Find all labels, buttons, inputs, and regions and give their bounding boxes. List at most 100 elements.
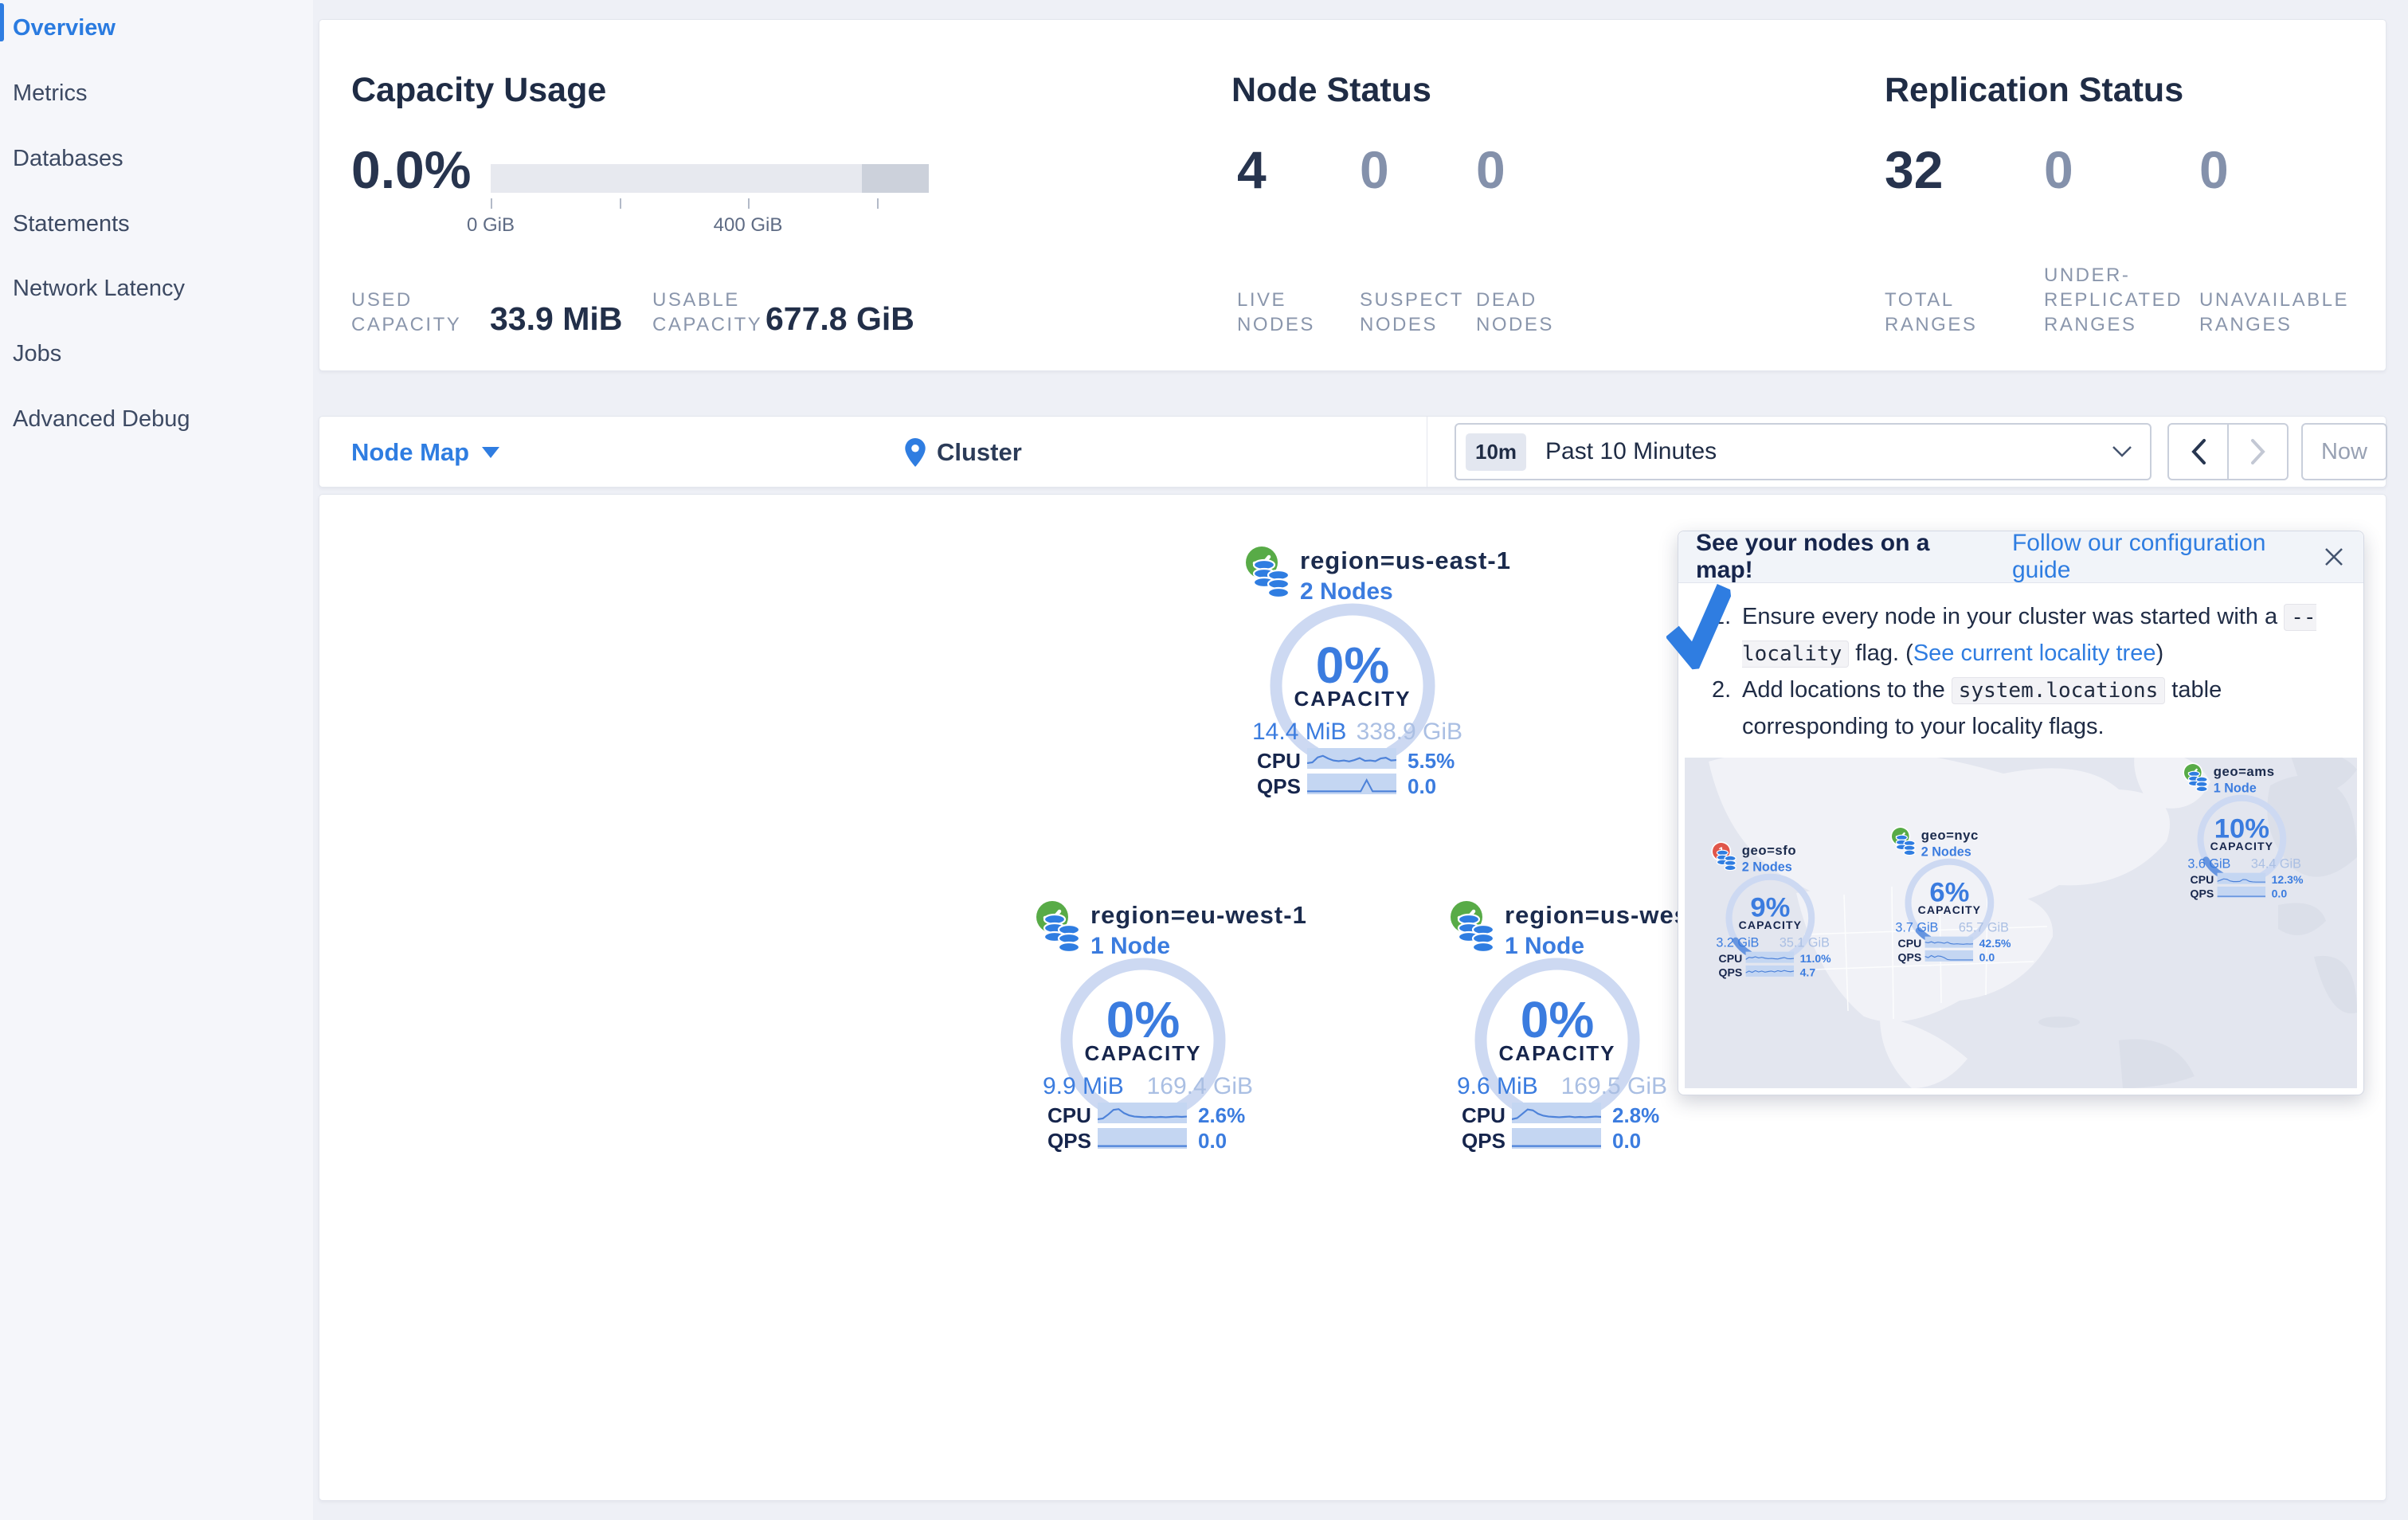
locality-nodes-link[interactable]: 2 Nodes [1921,844,1971,860]
breadcrumb-cluster-label: Cluster [937,438,1022,466]
under-replicated-ranges-value: 0 [2044,140,2073,199]
popup-step-1: 1. Ensure every node in your cluster was… [1712,599,2347,672]
region-card-us-east-1: region=us-east-1 2 Nodes 0% CAPACITY 14.… [1246,546,1510,798]
axis-tick [748,198,750,209]
capacity-label: CAPACITY [1917,903,1982,917]
capacity-used: 3.7 GiB [1895,920,1939,935]
chevron-down-icon [482,447,500,458]
total-ranges-label: TOTAL RANGES [1885,289,1978,335]
map-node-card-ams: geo=ams 1 Node 10% CAPACITY 3.6 GiB 34.4… [2184,764,2317,900]
nodes-db-icon [2187,770,2208,793]
capacity-label: CAPACITY [2210,840,2274,853]
cpu-sparkline [1512,1103,1601,1123]
step-text: ) [2155,641,2164,666]
region-card-eu-west-1: region=eu-west-1 1 Node 0% CAPACITY 9.9 … [1036,901,1306,1153]
step-text: table corresponding to your locality fla… [1742,677,2222,739]
qps-value: 0.0 [1198,1129,1227,1153]
under-replicated-ranges-label: UNDER-REPLICATED RANGES [2044,264,2183,335]
node-map-guide-popup: See your nodes on a map! Follow our conf… [1665,530,2364,1095]
popup-steps: 1. Ensure every node in your cluster was… [1678,583,2363,750]
capacity-percent: 0% [1315,637,1390,694]
dead-nodes-label: DEAD NODES [1476,289,1554,335]
qps-row: QPS 4.7 [1713,965,1846,979]
cpu-sparkline [2217,872,2266,884]
now-button[interactable]: Now [2301,423,2387,480]
cpu-value: 2.8% [1612,1103,1660,1127]
qps-value: 0.0 [1612,1129,1642,1153]
map-node-card-sfo: 1 geo=sfo 2 Nodes 9% CAPACITY 3.2 GiB 35… [1713,843,1846,979]
cpu-value: 5.5% [1408,749,1455,773]
sidebar-item-statements[interactable]: Statements [13,211,130,237]
sidebar-item-jobs[interactable]: Jobs [13,341,62,366]
axis-tick [877,198,879,209]
suspect-nodes-label: SUSPECT NODES [1360,289,1464,335]
capacity-gauge [1474,958,1640,1113]
time-range-value: Past 10 Minutes [1545,438,1717,464]
step-text: Ensure every node in your cluster was st… [1742,604,2285,629]
cpu-row: CPU 12.3% [2184,872,2317,887]
unavailable-ranges-label: UNAVAILABLE RANGES [2199,289,2350,335]
cpu-value: 12.3% [2271,873,2304,887]
unavailable-ranges-value: 0 [2199,140,2229,199]
qps-sparkline [1307,774,1396,794]
region-nodes-link[interactable]: 1 Node [1505,933,1585,959]
time-prev-button[interactable] [2169,425,2227,479]
map-toolbar: Node Map Cluster 10m Past 10 Minutes [319,416,2387,488]
breadcrumb[interactable]: Cluster [905,417,1022,488]
locality-tree-link[interactable]: See current locality tree [1913,641,2156,666]
sidebar-item-network-latency[interactable]: Network Latency [13,276,185,301]
cpu-label: CPU [1462,1103,1505,1127]
popup-header: See your nodes on a map! Follow our conf… [1678,530,2363,583]
capacity-total: 338.9 GiB [1356,719,1462,745]
cpu-label: CPU [1257,749,1301,773]
sidebar-item-metrics[interactable]: Metrics [13,80,88,106]
locality-nodes-link[interactable]: 1 Node [2213,781,2257,796]
axis-tick [620,198,621,209]
time-range-select[interactable]: 10m Past 10 Minutes [1455,423,2152,480]
cpu-sparkline [1924,936,1974,948]
live-nodes-label: LIVE NODES [1237,289,1315,335]
qps-label: QPS [1257,774,1301,798]
qps-sparkline [1512,1128,1601,1149]
capacity-total: 65.7 GiB [1958,920,2009,935]
capacity-label: CAPACITY [1294,687,1412,711]
nodes-db-icon [1716,849,1737,872]
cpu-value: 42.5% [1979,937,2011,950]
live-nodes-value: 4 [1237,140,1267,199]
capacity-used: 9.6 MiB [1457,1073,1538,1099]
capacity-total: 169.4 GiB [1146,1073,1253,1099]
qps-row: QPS 0.0 [1246,774,1493,798]
view-selector-dropdown[interactable]: Node Map [351,417,500,488]
capacity-total: 35.1 GiB [1779,935,1830,950]
configuration-guide-link[interactable]: Follow our configuration guide [2011,530,2266,583]
cluster-summary-card: Capacity Usage 0.0% 0 GiB 400 GiB USED C… [319,19,2386,371]
locality-nodes-link[interactable]: 2 Nodes [1741,860,1792,875]
locality-title: geo=sfo [1741,843,1797,858]
replication-status-title: Replication Status [1885,70,2184,109]
region-nodes-link[interactable]: 1 Node [1090,933,1171,959]
qps-value: 4.7 [1799,966,1816,979]
cpu-sparkline [1745,951,1795,963]
popup-step-2: 2. Add locations to the system.locations… [1712,672,2347,745]
total-ranges-value: 32 [1885,140,1944,199]
qps-sparkline [1924,950,1974,962]
sidebar-item-overview[interactable]: Overview [13,15,116,41]
capacity-bar-segment [862,164,929,193]
capacity-total: 169.5 GiB [1560,1073,1667,1099]
sidebar-item-databases[interactable]: Databases [13,146,123,171]
cpu-row: CPU 2.8% [1451,1103,1697,1127]
sidebar-item-advanced-debug[interactable]: Advanced Debug [13,406,190,432]
used-capacity-label: USED CAPACITY [351,289,462,335]
cpu-label: CPU [1718,952,1743,966]
cpu-row: CPU 11.0% [1713,951,1846,966]
cpu-label: CPU [2190,873,2214,887]
close-icon[interactable] [2322,545,2346,569]
region-nodes-link[interactable]: 2 Nodes [1300,578,1393,605]
qps-value: 0.0 [1408,774,1437,798]
time-next-button[interactable] [2227,425,2287,479]
capacity-bar [491,164,929,193]
cpu-row: CPU 2.6% [1036,1103,1283,1127]
capacity-gauge [1270,603,1435,758]
node-status-title: Node Status [1231,70,1431,109]
